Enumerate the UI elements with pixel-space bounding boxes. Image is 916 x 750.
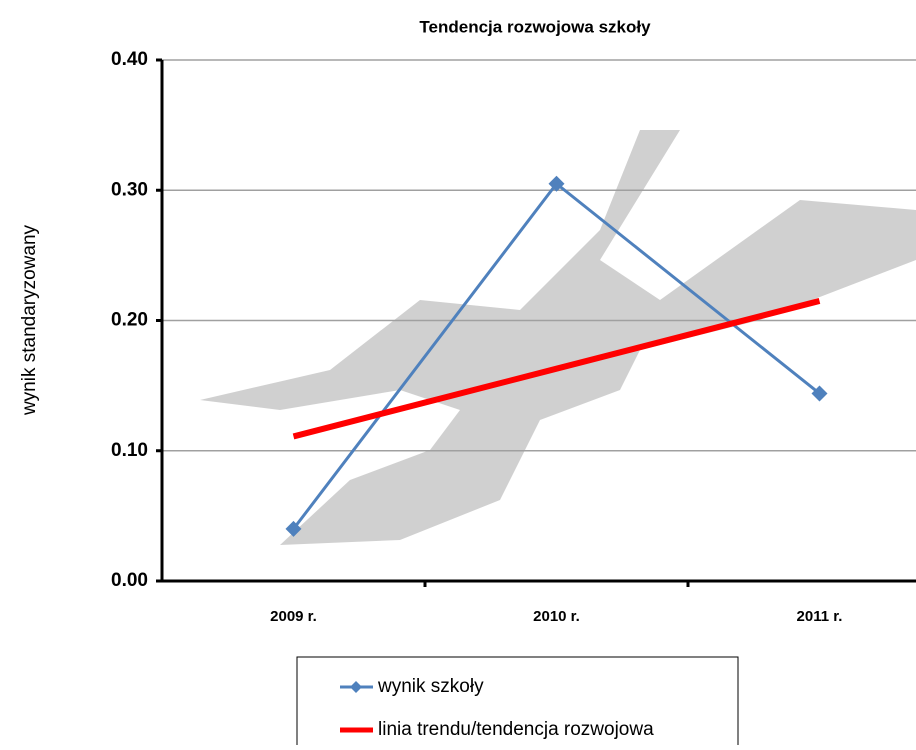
y-tick-label: 0.40	[111, 49, 148, 70]
y-tick-label: 0.20	[111, 310, 148, 331]
x-tick-label: 2010 r.	[533, 608, 580, 625]
watermark	[200, 130, 916, 545]
y-tick-label: 0.00	[111, 570, 148, 591]
legend-label: wynik szkoły	[377, 676, 484, 697]
page: {"chart_data": {"type": "line", "title":…	[0, 0, 916, 745]
y-tick-label: 0.30	[111, 179, 148, 200]
y-tick-label: 0.10	[111, 440, 148, 461]
x-tick-label: 2009 r.	[270, 608, 317, 625]
chart-title: Tendencja rozwojowa szkoły	[419, 17, 651, 36]
watermark-shape	[200, 130, 916, 545]
legend-label: linia trendu/tendencja rozwojowa	[378, 719, 654, 740]
x-tick-label: 2011 r.	[797, 608, 843, 625]
chart: Tendencja rozwojowa szkoły wynik standar…	[0, 0, 916, 745]
y-axis-title: wynik standaryzowany	[19, 224, 40, 416]
